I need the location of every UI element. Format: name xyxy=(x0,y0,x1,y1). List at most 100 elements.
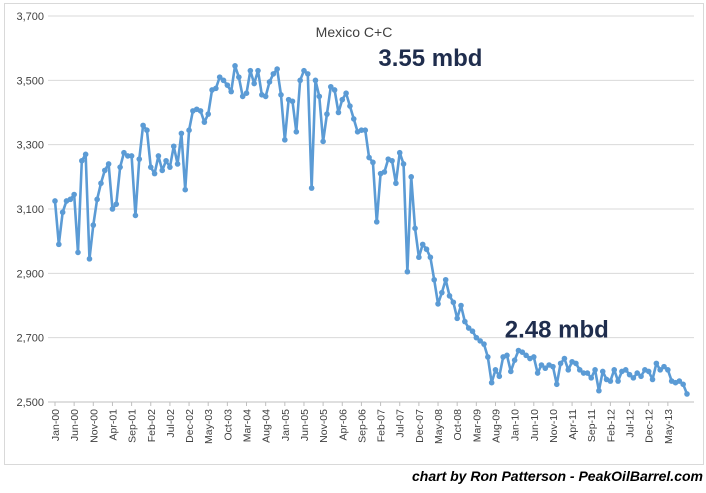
data-point xyxy=(488,379,495,386)
data-point xyxy=(550,363,556,370)
data-point xyxy=(213,85,219,92)
data-point xyxy=(561,355,568,362)
data-point xyxy=(580,370,587,376)
data-point xyxy=(316,93,323,100)
data-point xyxy=(170,143,177,150)
x-tick-label: Feb-12 xyxy=(605,409,617,442)
x-tick-label: Jun-05 xyxy=(299,409,311,441)
x-tick-label: Feb-02 xyxy=(146,409,158,442)
data-point xyxy=(661,363,667,370)
data-point xyxy=(599,368,606,375)
data-point xyxy=(607,378,614,384)
data-point xyxy=(155,153,162,159)
data-point xyxy=(412,225,418,232)
data-point xyxy=(626,371,633,378)
data-point xyxy=(657,367,663,373)
data-point xyxy=(239,93,246,100)
data-point xyxy=(159,167,166,174)
data-point xyxy=(473,334,480,341)
x-tick-label: Dec-02 xyxy=(184,409,196,443)
data-point xyxy=(465,325,472,331)
data-point xyxy=(113,201,120,207)
data-point xyxy=(542,365,549,372)
data-point xyxy=(59,209,66,216)
y-tick-label: 3,300 xyxy=(16,140,44,152)
chart-title: Mexico C+C xyxy=(316,24,393,40)
data-point xyxy=(282,137,288,143)
data-point xyxy=(163,157,169,164)
data-point xyxy=(228,88,234,95)
data-point xyxy=(611,367,618,373)
x-tick-label: Nov-05 xyxy=(318,409,330,443)
x-tick-label: Jan-10 xyxy=(510,409,522,441)
data-point xyxy=(396,149,403,156)
data-point xyxy=(427,254,434,261)
data-point xyxy=(236,74,242,80)
data-point xyxy=(52,198,58,204)
x-tick-label: Sep-11 xyxy=(586,409,598,442)
data-point xyxy=(182,186,189,193)
data-point xyxy=(320,138,326,145)
data-point xyxy=(680,381,686,388)
data-point xyxy=(419,241,426,248)
data-point xyxy=(274,66,280,72)
x-tick-label: Mar-04 xyxy=(242,409,254,442)
annotation-label: 2.48 mbd xyxy=(505,317,609,344)
gridlines xyxy=(48,15,694,403)
data-point xyxy=(167,164,173,170)
x-tick-label: Jun-10 xyxy=(529,409,541,441)
data-point xyxy=(124,153,131,159)
data-point xyxy=(557,360,564,367)
data-point xyxy=(98,180,104,187)
data-point xyxy=(653,360,660,367)
x-tick-label: Oct-08 xyxy=(452,409,464,441)
data-point xyxy=(205,111,212,117)
data-point xyxy=(358,127,365,133)
data-point xyxy=(504,352,510,359)
data-point xyxy=(247,67,254,74)
data-point xyxy=(638,373,644,380)
data-point xyxy=(366,154,372,161)
x-tick-label: Jul-02 xyxy=(165,409,177,438)
data-point xyxy=(423,246,430,253)
data-point xyxy=(450,299,457,306)
x-tick-label: Aug-09 xyxy=(490,409,502,443)
data-point xyxy=(645,368,652,375)
y-tick-label: 3,500 xyxy=(16,75,44,87)
data-point xyxy=(266,79,273,85)
data-point xyxy=(511,357,518,363)
data-point xyxy=(634,370,641,376)
x-tick-label: May-08 xyxy=(433,409,445,444)
data-point xyxy=(649,376,656,383)
data-point xyxy=(136,156,143,162)
data-point xyxy=(174,161,181,167)
data-point xyxy=(393,180,399,187)
x-tick-label: Sep-06 xyxy=(356,409,368,443)
x-tick-label: May-13 xyxy=(663,409,675,444)
data-point xyxy=(389,157,395,164)
y-tick-label: 2,500 xyxy=(16,397,44,409)
data-point xyxy=(519,349,526,355)
data-point xyxy=(416,254,422,261)
data-point xyxy=(481,341,487,347)
x-tick-label: Dec-07 xyxy=(414,409,426,443)
data-point xyxy=(676,378,683,384)
data-point xyxy=(454,315,460,322)
x-axis-tick-labels: Jan-00 Jun-00 Nov-00 Apr-01 Sep-01 Feb-02 Jul-… xyxy=(50,409,675,444)
data-point xyxy=(565,367,572,373)
data-point xyxy=(197,108,204,114)
data-point xyxy=(278,92,284,98)
data-point xyxy=(335,109,342,116)
data-point xyxy=(327,83,334,90)
data-point xyxy=(71,191,77,198)
data-point xyxy=(101,167,108,174)
data-point xyxy=(140,122,146,129)
y-axis-tick-labels: 2,500 2,700 2,900 3,100 3,300 3,500 3,700 xyxy=(16,11,44,409)
data-point xyxy=(339,96,346,103)
data-point xyxy=(592,367,598,373)
x-tick-label: Jun-00 xyxy=(69,409,81,441)
data-point xyxy=(67,196,74,203)
data-point xyxy=(404,268,411,275)
data-point xyxy=(312,77,319,84)
data-point xyxy=(331,87,338,93)
